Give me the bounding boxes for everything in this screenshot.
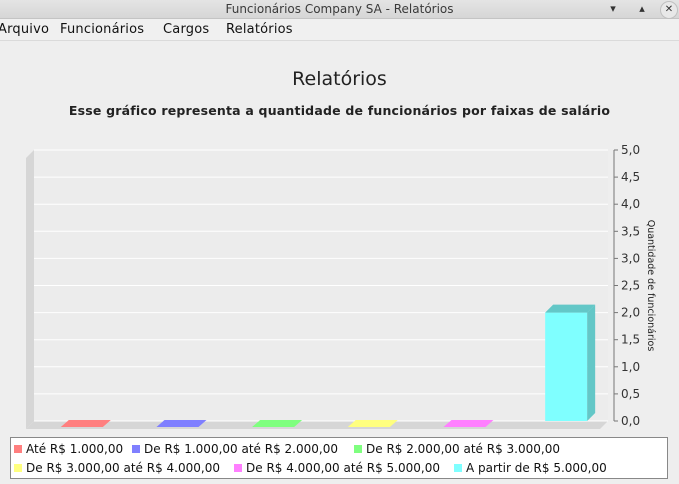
legend-label: De R$ 1.000,00 até R$ 2.000,00	[144, 442, 338, 456]
legend-item: De R$ 3.000,00 até R$ 4.000,00	[14, 461, 220, 475]
legend-label: De R$ 3.000,00 até R$ 4.000,00	[26, 461, 220, 475]
y-tick-label: 0,5	[621, 387, 640, 401]
minimize-icon[interactable]: ▾	[610, 2, 616, 15]
close-icon[interactable]: ✕	[660, 1, 678, 19]
legend-swatch	[454, 464, 462, 472]
bar-top	[545, 304, 596, 313]
legend-item: De R$ 2.000,00 até R$ 3.000,00	[354, 442, 560, 456]
legend-label: De R$ 2.000,00 até R$ 3.000,00	[366, 442, 560, 456]
y-tick-label: 3,0	[621, 251, 640, 265]
legend-swatch	[132, 445, 140, 453]
legend-swatch	[234, 464, 242, 472]
chart-legend: Até R$ 1.000,00 De R$ 1.000,00 até R$ 2.0…	[10, 437, 668, 479]
plot-floor	[26, 421, 608, 429]
bar	[545, 312, 588, 421]
window-titlebar: Funcionários Company SA - Relatórios ▾ ▴…	[0, 0, 679, 19]
menu-cargos[interactable]: Cargos	[163, 22, 210, 37]
legend-swatch	[354, 445, 362, 453]
menu-relatorios[interactable]: Relatórios	[226, 22, 293, 37]
legend-item: A partir de R$ 5.000,00	[454, 461, 607, 475]
legend-swatch	[14, 464, 22, 472]
bar	[443, 420, 494, 427]
chart-title: Relatórios	[292, 68, 387, 90]
y-tick-label: 3,5	[621, 224, 640, 238]
legend-label: Até R$ 1.000,00	[26, 442, 124, 456]
maximize-icon[interactable]: ▴	[639, 2, 645, 15]
y-tick-label: 2,5	[621, 279, 640, 293]
legend-item: De R$ 4.000,00 até R$ 5.000,00	[234, 461, 440, 475]
y-tick-label: 0,0	[621, 414, 640, 428]
bar	[252, 420, 303, 427]
y-axis-label: Quantidade de funcionários	[645, 220, 656, 352]
legend-label: A partir de R$ 5.000,00	[466, 461, 607, 475]
bar-side	[587, 304, 596, 421]
legend-label: De R$ 4.000,00 até R$ 5.000,00	[246, 461, 440, 475]
y-tick-label: 5,0	[621, 143, 640, 157]
legend-swatch	[14, 445, 22, 453]
y-tick-label: 4,5	[621, 170, 640, 184]
y-tick-label: 2,0	[621, 306, 640, 320]
legend-item: De R$ 1.000,00 até R$ 2.000,00	[132, 442, 338, 456]
chart-subtitle: Esse gráfico representa a quantidade de …	[68, 103, 611, 118]
bar	[60, 420, 111, 427]
bar	[347, 420, 398, 427]
menu-funcionarios[interactable]: Funcionários	[60, 22, 145, 37]
y-tick-label: 1,0	[621, 360, 640, 374]
window-title: Funcionários Company SA - Relatórios	[225, 2, 454, 16]
menu-arquivo[interactable]: Arquivo	[0, 22, 50, 37]
menu-bar: Arquivo Funcionários Cargos Relatórios	[0, 19, 679, 41]
bar	[156, 420, 207, 427]
plot-side-wall	[26, 150, 34, 429]
y-tick-label: 1,5	[621, 333, 640, 347]
y-tick-label: 4,0	[621, 197, 640, 211]
legend-item: Até R$ 1.000,00	[14, 442, 123, 456]
